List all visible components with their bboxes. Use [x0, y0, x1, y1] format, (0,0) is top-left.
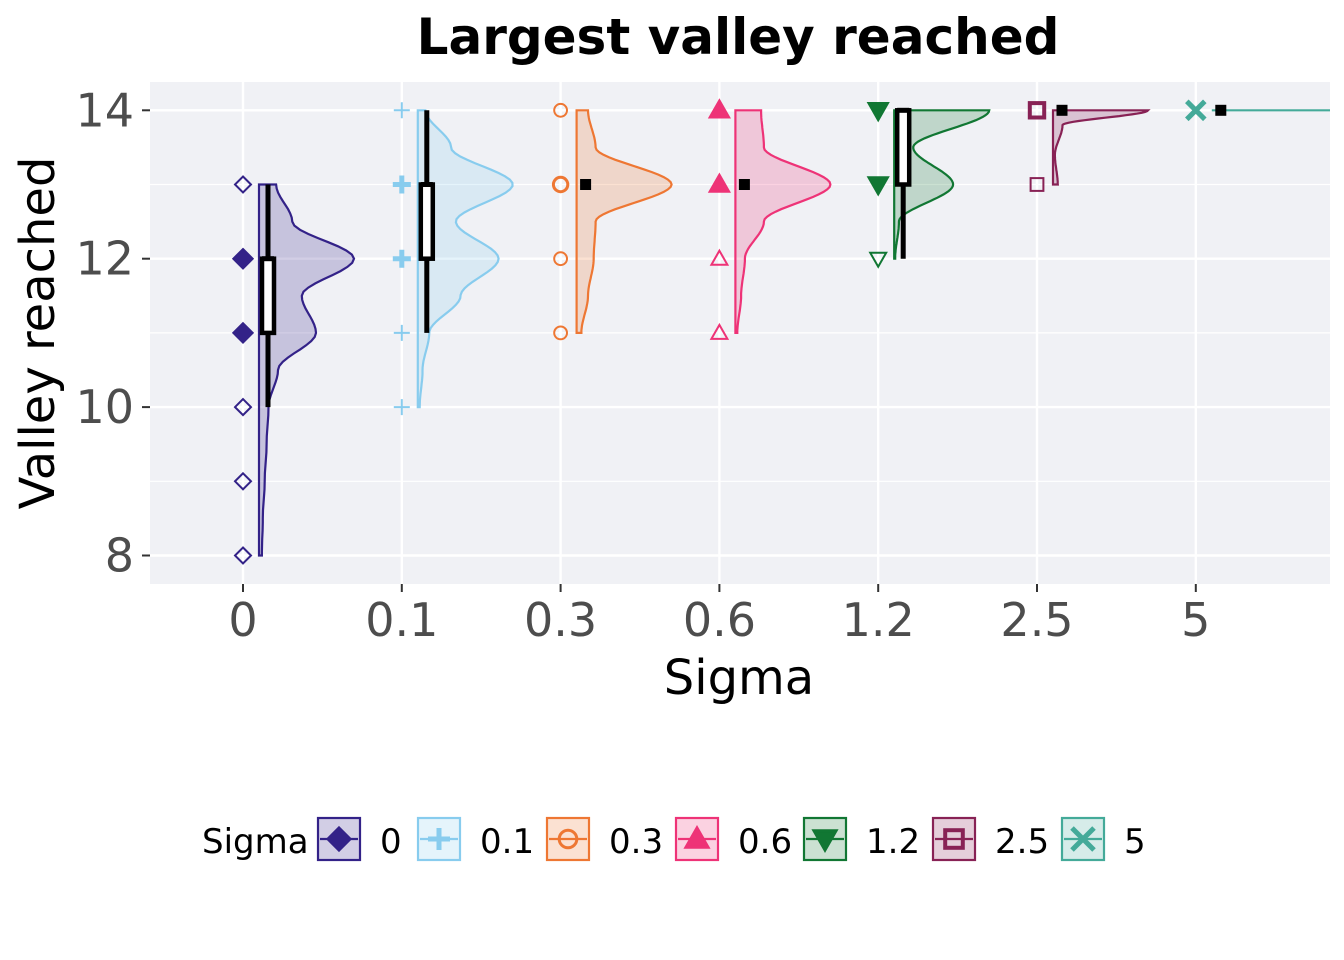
- rain-points-1.2: [866, 102, 890, 269]
- x-tick-label: 1.2: [842, 593, 915, 647]
- legend-item-0: 0: [316, 816, 402, 862]
- x-tick-label: 0.3: [524, 593, 597, 647]
- density-cloud-0.6: [734, 109, 832, 334]
- x-tick-label: 0.6: [683, 593, 756, 647]
- point-diamond: [231, 321, 255, 345]
- boxplots: [259, 104, 1227, 408]
- density-cloud-0: [257, 183, 356, 557]
- point-triangle-down: [868, 251, 888, 269]
- legend-item-0.1: 0.1: [416, 816, 534, 862]
- point-triangle-down: [811, 829, 839, 854]
- legend: Sigma 0 0.1 0.3 0.6 1.2 2.5 5: [202, 816, 1146, 862]
- legend-label: 0.6: [738, 822, 792, 862]
- mean-marker-2.5: [1056, 104, 1068, 116]
- point-plus: [392, 175, 411, 194]
- point-x: [1185, 99, 1207, 122]
- legend-label: 2.5: [995, 822, 1049, 862]
- point-diamond: [233, 175, 253, 194]
- y-tick-label: 8: [105, 529, 134, 583]
- legend-item-5: 5: [1060, 816, 1146, 862]
- rain-points-0.1: [392, 102, 411, 416]
- point-circle: [551, 175, 570, 194]
- mean-marker-5: [1215, 104, 1227, 116]
- y-axis: 8 10 12 14: [75, 83, 150, 583]
- x-tick-label: 0.1: [365, 593, 438, 647]
- rain-points-5: [1185, 99, 1207, 122]
- point-square: [1027, 101, 1047, 120]
- density-cloud-0.3: [575, 109, 673, 334]
- point-triangle-down: [866, 176, 890, 197]
- point-plus: [393, 399, 410, 416]
- point-plus: [393, 102, 410, 119]
- x-axis-title: Sigma: [664, 650, 814, 706]
- y-tick-label: 14: [75, 83, 134, 137]
- point-plus: [428, 828, 450, 850]
- y-tick-label: 10: [75, 380, 134, 434]
- point-triangle-up: [683, 824, 711, 849]
- rain-points-0: [231, 175, 255, 565]
- legend-title: Sigma: [202, 822, 309, 862]
- x-axis: 0 0.1 0.3 0.6 1.2 2.5 5: [228, 584, 1210, 647]
- point-triangle-up: [709, 322, 730, 340]
- legend-item-0.6: 0.6: [674, 816, 792, 862]
- point-circle: [557, 828, 579, 850]
- density-clouds: [257, 109, 1330, 557]
- point-plus: [393, 324, 410, 341]
- x-tick-label: 0: [228, 593, 257, 647]
- rain-points: [231, 98, 1207, 565]
- x-tick-label: 5: [1181, 593, 1210, 647]
- rain-points-0.3: [551, 102, 570, 341]
- legend-item-2.5: 2.5: [931, 816, 1049, 862]
- legend-item-0.3: 0.3: [545, 816, 663, 862]
- point-circle: [553, 102, 568, 118]
- legend-label: 5: [1124, 822, 1146, 862]
- point-triangle-up: [709, 248, 730, 266]
- point-triangle-up: [707, 172, 731, 193]
- point-circle: [553, 325, 568, 341]
- mean-marker-0.3: [580, 179, 592, 190]
- point-diamond: [231, 247, 255, 270]
- mean-marker-0.6: [738, 179, 750, 190]
- box-iqr-0: [259, 256, 277, 336]
- point-square: [1029, 177, 1045, 192]
- point-diamond: [233, 546, 253, 565]
- point-circle: [553, 251, 568, 267]
- point-diamond: [325, 825, 353, 853]
- point-diamond: [233, 471, 253, 491]
- point-x: [1070, 826, 1096, 852]
- density-cloud-0.1: [416, 109, 514, 409]
- density-cloud-2.5: [1051, 109, 1151, 186]
- density-cloud-1.2: [893, 109, 991, 260]
- rain-points-2.5: [1027, 101, 1047, 192]
- point-plus: [392, 249, 411, 268]
- point-triangle-up: [707, 98, 731, 119]
- box-iqr-0.1: [418, 182, 436, 261]
- legend-item-1.2: 1.2: [802, 816, 920, 862]
- point-diamond: [233, 397, 253, 417]
- y-axis-title: Valley reached: [10, 157, 66, 510]
- legend-label: 0: [380, 822, 402, 862]
- chart-title: Largest valley reached: [417, 8, 1060, 66]
- point-square: [943, 828, 965, 850]
- rain-points-0.6: [707, 98, 731, 340]
- y-tick-label: 12: [75, 232, 134, 286]
- legend-label: 1.2: [866, 822, 920, 862]
- box-iqr-1.2: [894, 108, 912, 187]
- legend-label: 0.1: [480, 822, 534, 862]
- legend-label: 0.3: [609, 822, 663, 862]
- point-triangle-down: [866, 102, 890, 123]
- x-tick-label: 2.5: [1000, 593, 1073, 647]
